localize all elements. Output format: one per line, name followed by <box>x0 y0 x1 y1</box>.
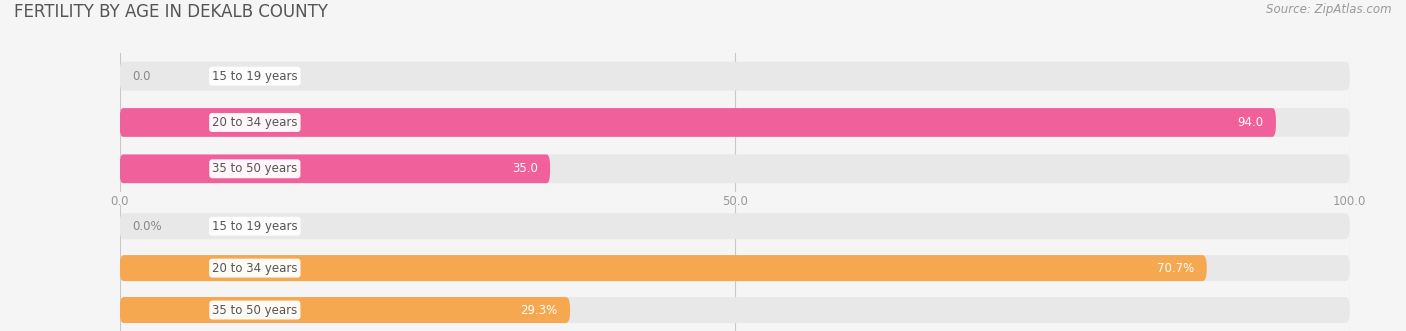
Text: 0.0%: 0.0% <box>132 220 162 233</box>
Text: 35 to 50 years: 35 to 50 years <box>212 162 298 175</box>
FancyBboxPatch shape <box>120 255 1350 281</box>
Text: 94.0: 94.0 <box>1237 116 1264 129</box>
Text: FERTILITY BY AGE IN DEKALB COUNTY: FERTILITY BY AGE IN DEKALB COUNTY <box>14 3 328 21</box>
Text: 29.3%: 29.3% <box>520 304 558 316</box>
Text: Source: ZipAtlas.com: Source: ZipAtlas.com <box>1267 3 1392 16</box>
FancyBboxPatch shape <box>120 155 550 183</box>
FancyBboxPatch shape <box>120 155 1350 183</box>
Text: 70.7%: 70.7% <box>1157 261 1195 275</box>
FancyBboxPatch shape <box>120 108 1350 137</box>
FancyBboxPatch shape <box>120 213 1350 239</box>
Text: 20 to 34 years: 20 to 34 years <box>212 261 298 275</box>
Text: 20 to 34 years: 20 to 34 years <box>212 116 298 129</box>
Text: 35.0: 35.0 <box>512 162 538 175</box>
Text: 35 to 50 years: 35 to 50 years <box>212 304 298 316</box>
FancyBboxPatch shape <box>120 297 1350 323</box>
Text: 15 to 19 years: 15 to 19 years <box>212 70 298 83</box>
FancyBboxPatch shape <box>120 62 1350 90</box>
Text: 0.0: 0.0 <box>132 70 150 83</box>
FancyBboxPatch shape <box>120 255 1206 281</box>
Text: 15 to 19 years: 15 to 19 years <box>212 220 298 233</box>
FancyBboxPatch shape <box>120 108 1277 137</box>
FancyBboxPatch shape <box>120 297 569 323</box>
